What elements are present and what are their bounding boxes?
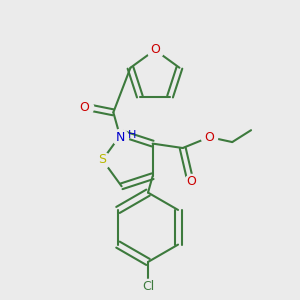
Text: O: O [205,130,214,144]
Text: O: O [150,44,160,56]
Text: O: O [80,101,89,114]
Text: S: S [98,153,106,167]
Text: N: N [116,130,125,144]
Text: H: H [128,130,136,140]
Text: Cl: Cl [142,280,154,293]
Text: O: O [187,175,196,188]
